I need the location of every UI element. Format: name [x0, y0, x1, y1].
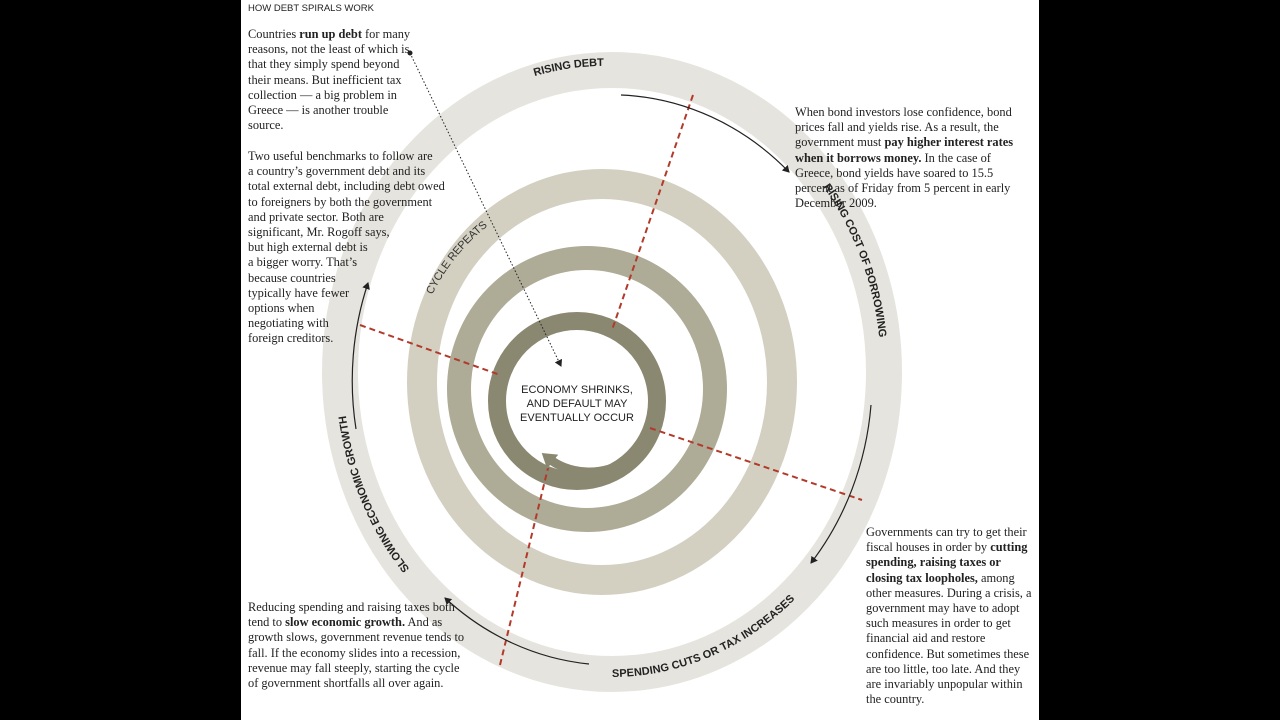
ring-inner [488, 312, 666, 490]
text-line: because countries [248, 270, 336, 285]
title: HOW DEBT SPIRALS WORK [248, 3, 374, 14]
cycle-arrow [620, 94, 790, 173]
text-line: typically have fewer [248, 285, 350, 300]
divider [359, 324, 501, 376]
center-line: AND DEFAULT MAY [527, 398, 629, 410]
text: And as growth slows, government revenue … [248, 615, 465, 691]
center-line: ECONOMY SHRINKS, [521, 384, 633, 396]
text: In the case of Greece, bond yields have … [795, 150, 1011, 211]
text-line: options when [248, 301, 315, 316]
text-line: but high external debt is [248, 240, 368, 255]
center-arrow [541, 453, 628, 477]
ring-third [447, 246, 727, 532]
growth-note: Reducing spending and raising taxes both… [248, 600, 472, 691]
text: When bond investors lose confidence, bon… [795, 105, 1012, 150]
text-line: negotiating with [248, 316, 329, 331]
dividers [359, 94, 863, 666]
text: for many reasons, not the least of which… [248, 27, 411, 133]
text-line: a bigger worry. That’s [248, 255, 358, 270]
text-line: foreign creditors. [248, 331, 334, 346]
intro-paragraph: Two useful benchmarks to follow are a cou… [248, 149, 478, 347]
cycle-arrow [810, 404, 872, 564]
text-line: a country’s government debt and its [248, 164, 426, 179]
bold-text: pay higher interest rates when it borrow… [795, 135, 1014, 165]
text-line: Two useful benchmarks to follow are [248, 149, 433, 163]
text: Reducing spending and raising taxes both… [248, 600, 455, 630]
austerity-note: Governments can try to get their fiscal … [866, 525, 1038, 707]
ring-outer [322, 52, 902, 692]
bold-text: run up debt [299, 27, 362, 41]
cycle-arrow [351, 282, 370, 430]
divider [499, 467, 549, 666]
text: among other measures. During a crisis, a… [866, 570, 1032, 707]
text-line: significant, Mr. Rogoff says, [248, 225, 390, 240]
bold-text: cutting spending, raising taxes or closi… [866, 540, 1028, 585]
cycle-arrow [444, 597, 590, 665]
divider [649, 427, 863, 501]
text: Countries [248, 27, 300, 41]
text: Governments can try to get their fiscal … [866, 525, 1027, 555]
center-line: EVENTUALLY OCCUR [520, 412, 634, 424]
bold-text: slow economic growth. [285, 615, 406, 630]
text-line: to foreigners by both the government [248, 194, 433, 209]
text-line: total external debt, including debt owed [248, 179, 445, 194]
divider [611, 94, 694, 331]
borrowing-note: When bond investors lose confidence, bon… [795, 105, 1027, 211]
ring-second [407, 169, 797, 595]
text-line: and private sector. Both are [248, 209, 384, 224]
intro-paragraph: Countries run up debt for many reasons, … [248, 27, 418, 133]
